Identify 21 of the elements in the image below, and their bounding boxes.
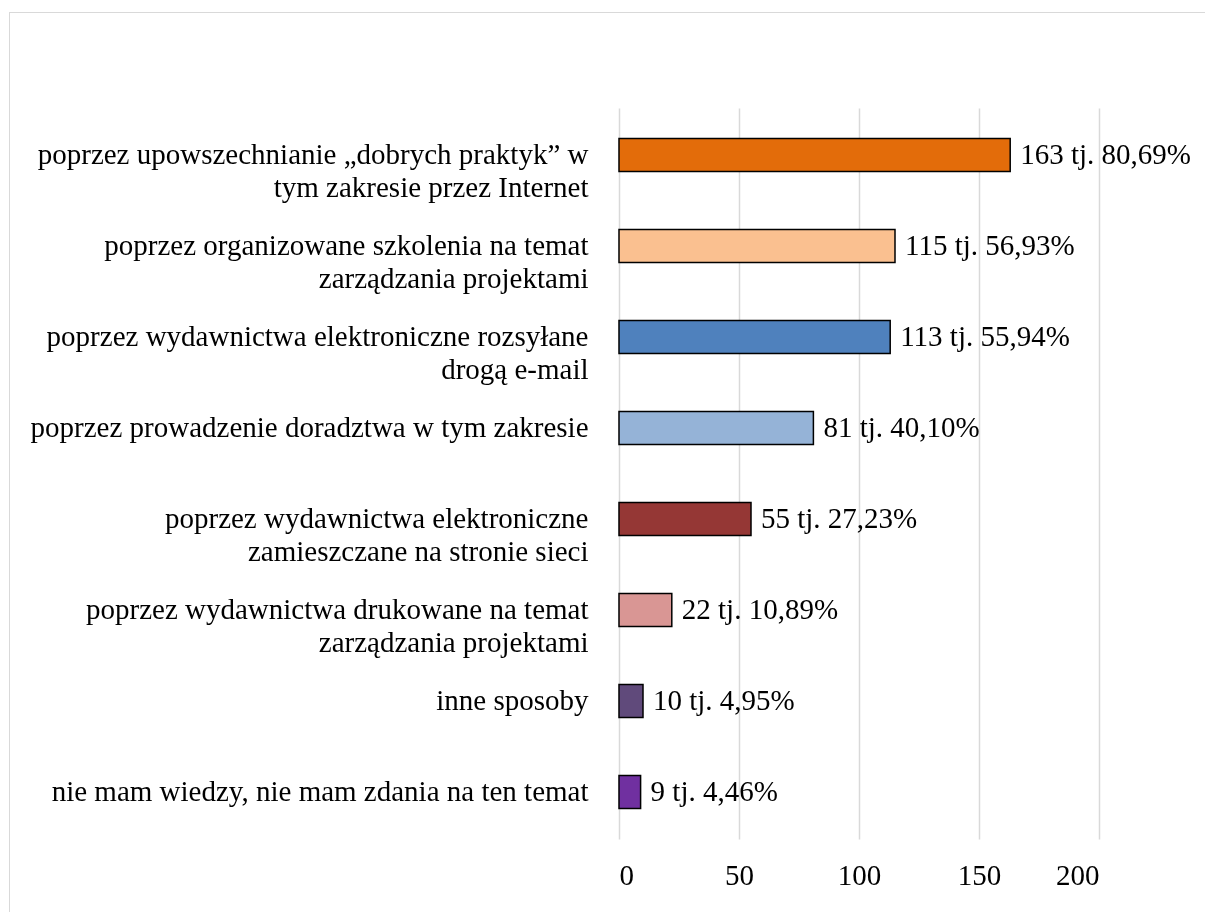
y-tick-label: poprzez upowszechnianie „dobrych praktyk” w tym zakresie przez Internet [37, 138, 589, 203]
x-tick-label: 200 [1056, 858, 1100, 891]
y-tick-label: poprzez organizowane szkolenia na temat zarządzania projektami [104, 229, 589, 294]
x-tick-label: 50 [725, 858, 754, 891]
y-tick-label: nie mam wiedzy, nie mam zdania na ten temat [51, 775, 589, 807]
data-label: 9 tj. 4,46% [650, 775, 778, 807]
data-label: 163 tj. 80,69% [1020, 138, 1191, 170]
data-label: 10 tj. 4,95% [653, 684, 795, 716]
x-tick-label: 0 [619, 858, 634, 891]
y-tick-label: poprzez wydawnictwa elektroniczne rozsyłane drogą e-mail [46, 320, 589, 385]
x-tick-label: 100 [837, 858, 882, 891]
x-tick-label: 150 [957, 858, 1002, 891]
y-tick-label: poprzez wydawnictwa drukowane na temat zarządzania projektami [86, 593, 589, 658]
data-label: 81 tj. 40,10% [823, 411, 980, 443]
data-label: 113 tj. 55,94% [900, 320, 1070, 352]
data-label: 55 tj. 27,23% [761, 502, 918, 534]
data-label: 22 tj. 10,89% [681, 593, 839, 625]
y-tick-label: poprzez wydawnictwa elektroniczne zamieszczane na stronie sieci [164, 502, 589, 567]
data-label: 115 tj. 56,93% [905, 229, 1075, 261]
y-tick-label: poprzez prowadzenie doradztwa w tym zakresie [30, 411, 589, 443]
y-tick-label: inne sposoby [436, 684, 589, 716]
